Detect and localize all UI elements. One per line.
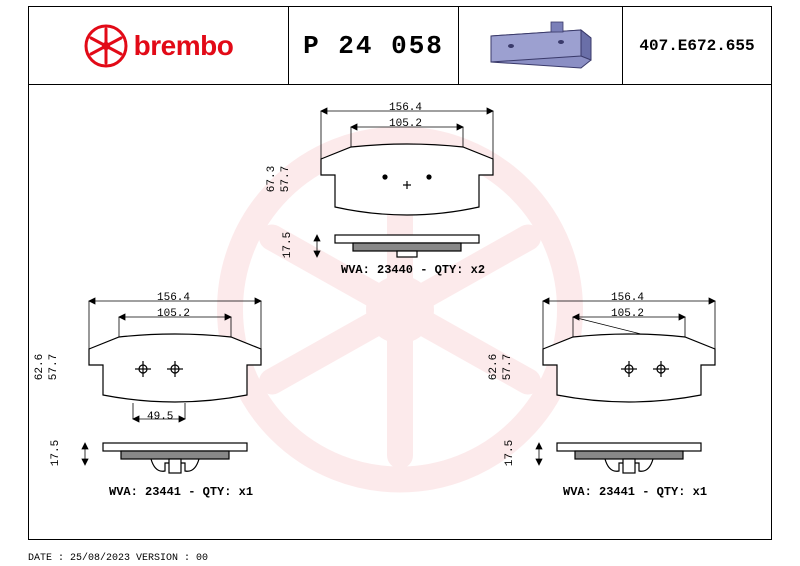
- dim-width-inner: 105.2: [157, 308, 190, 320]
- dim-slot-width: 49.5: [147, 411, 173, 423]
- wva-label-left: WVA: 23441 - QTY: x1: [109, 485, 253, 499]
- dim-height-inner: 57.7: [48, 354, 60, 380]
- dim-width-inner: 105.2: [611, 308, 644, 320]
- dim-width-outer: 156.4: [157, 292, 190, 304]
- drawing-area: 156.4 105.2 67.3 57.7 17.5 WVA: 23440 - …: [29, 85, 771, 539]
- dim-height-outer: 62.6: [34, 354, 46, 380]
- drawing-frame: brembo P 24 058 407.E672.655: [28, 6, 772, 540]
- brembo-logo: brembo: [84, 24, 234, 68]
- dim-height-outer: 62.6: [488, 354, 500, 380]
- footer-revision: DATE : 25/08/2023 VERSION : 00: [28, 553, 208, 564]
- brake-pad-right: 156.4 105.2 62.6 57.7 17.5 WVA: 23441 - …: [529, 295, 729, 510]
- dim-height-outer: 67.3: [266, 166, 278, 192]
- dim-thickness: 17.5: [50, 440, 62, 466]
- reference-cell: 407.E672.655: [623, 7, 771, 84]
- dim-width-outer: 156.4: [389, 102, 422, 114]
- wva-label-top: WVA: 23440 - QTY: x2: [341, 263, 485, 277]
- brand-text: brembo: [134, 30, 234, 62]
- brake-pad-left: 156.4 105.2 62.6 57.7 49.5 17.5 WVA: 234…: [75, 295, 275, 510]
- part-number: P 24 058: [303, 31, 444, 61]
- product-image-cell: [459, 7, 623, 84]
- brake-pad-3d-icon: [481, 18, 601, 74]
- title-block: brembo P 24 058 407.E672.655: [29, 7, 771, 85]
- wva-label-right: WVA: 23441 - QTY: x1: [563, 485, 707, 499]
- brand-cell: brembo: [29, 7, 289, 84]
- dim-height-inner: 57.7: [280, 166, 292, 192]
- dim-width-outer: 156.4: [611, 292, 644, 304]
- dim-thickness: 17.5: [504, 440, 516, 466]
- dim-thickness: 17.5: [282, 232, 294, 258]
- dim-height-inner: 57.7: [502, 354, 514, 380]
- brembo-wheel-icon: [84, 24, 128, 68]
- part-number-cell: P 24 058: [289, 7, 459, 84]
- reference-number: 407.E672.655: [639, 37, 754, 55]
- dim-width-inner: 105.2: [389, 118, 422, 130]
- brake-pad-top: 156.4 105.2 67.3 57.7 17.5 WVA: 23440 - …: [307, 105, 507, 290]
